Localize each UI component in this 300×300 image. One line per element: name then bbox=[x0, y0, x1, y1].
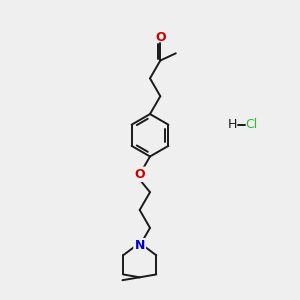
Text: Cl: Cl bbox=[245, 118, 258, 131]
Text: H: H bbox=[228, 118, 237, 131]
Text: O: O bbox=[134, 168, 145, 181]
Text: O: O bbox=[155, 31, 166, 44]
Text: N: N bbox=[134, 239, 145, 252]
